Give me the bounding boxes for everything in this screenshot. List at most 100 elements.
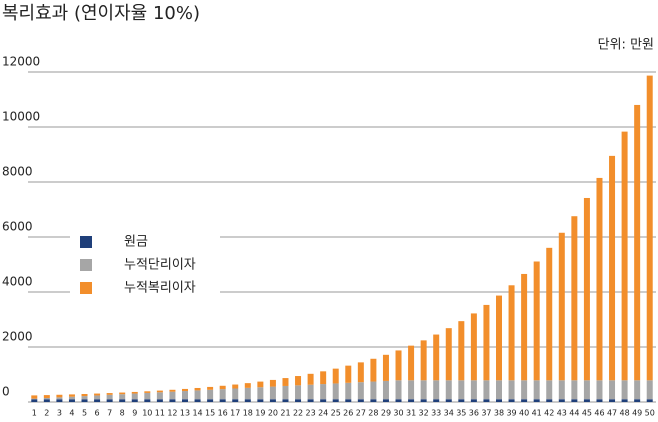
bar-segment: [320, 384, 327, 400]
bar-segment: [169, 389, 176, 392]
bar-segment: [571, 380, 578, 400]
bar-segment: [282, 378, 289, 386]
bar-segment: [508, 380, 515, 400]
bar-segment: [282, 399, 289, 402]
y-tick-label: 2000: [2, 330, 33, 344]
bar-segment: [332, 383, 339, 400]
bar-segment: [119, 394, 126, 400]
bar-segment: [621, 131, 628, 381]
bar-segment: [546, 247, 553, 381]
bar-segment: [558, 380, 565, 400]
bar-segment: [282, 385, 289, 400]
bar-segment: [332, 399, 339, 402]
bar-segment: [332, 368, 339, 384]
bar-segment: [68, 396, 75, 400]
x-tick-label: 12: [167, 409, 177, 418]
unit-label: 단위: 만원: [598, 38, 654, 53]
bar-segment: [646, 380, 653, 400]
bar-segment: [646, 75, 653, 381]
bar-segment: [558, 232, 565, 381]
x-tick-label: 20: [268, 409, 278, 418]
bar-segment: [106, 394, 113, 400]
bar-segment: [533, 380, 540, 400]
bar-segment: [483, 380, 490, 400]
bar-segment: [131, 391, 138, 394]
bar-segment: [68, 394, 75, 397]
bar-segment: [232, 388, 239, 400]
bar-segment: [307, 399, 314, 402]
x-tick-label: 7: [107, 409, 112, 418]
bar-segment: [420, 380, 427, 400]
bar-segment: [357, 382, 364, 400]
bar-segment: [395, 380, 402, 400]
bar-segment: [357, 362, 364, 383]
bar-segment: [119, 399, 126, 402]
bar-segment: [357, 399, 364, 402]
bar-segment: [194, 387, 201, 391]
x-tick-label: 39: [506, 409, 516, 418]
x-tick-label: 41: [532, 409, 542, 418]
x-tick-label: 36: [469, 409, 479, 418]
bar-segment: [345, 399, 352, 402]
bar-segment: [156, 392, 163, 400]
x-tick-label: 4: [69, 409, 74, 418]
bar-segment: [295, 376, 302, 386]
bar-segment: [558, 399, 565, 402]
x-tick-label: 33: [431, 409, 441, 418]
bar-segment: [496, 380, 502, 400]
bar-segment: [609, 399, 616, 402]
bar-segment: [646, 399, 653, 402]
bar-segment: [583, 380, 590, 400]
x-tick-label: 32: [419, 409, 429, 418]
bar-segment: [634, 104, 641, 381]
x-tick-label: 1: [32, 409, 37, 418]
bar-segment: [546, 399, 553, 402]
x-tick-label: 35: [456, 409, 466, 418]
bar-segment: [596, 177, 603, 381]
x-tick-label: 9: [132, 409, 137, 418]
x-tick-label: 11: [155, 409, 165, 418]
legend-swatch: [80, 259, 92, 271]
bar-segment: [307, 373, 314, 385]
bar-segment: [382, 380, 389, 400]
bar-segment: [521, 399, 528, 402]
bar-segment: [345, 382, 352, 400]
bar-segment: [345, 365, 352, 383]
x-tick-label: 18: [243, 409, 253, 418]
x-tick-label: 38: [494, 409, 504, 418]
x-tick-label: 22: [293, 409, 303, 418]
bar-segment: [609, 380, 616, 400]
y-tick-label: 12000: [2, 55, 40, 69]
bar-segment: [433, 380, 440, 400]
x-tick-label: 48: [620, 409, 630, 418]
bar-segment: [483, 399, 490, 402]
bar-segment: [232, 399, 239, 402]
bar-segment: [382, 354, 389, 381]
x-tick-label: 24: [318, 409, 328, 418]
x-tick-label: 5: [82, 409, 87, 418]
x-tick-label: 27: [356, 409, 366, 418]
bar-segment: [571, 216, 578, 381]
bar-segment: [219, 399, 226, 402]
bar-segment: [470, 313, 477, 381]
bar-segment: [156, 399, 163, 402]
bar-segment: [106, 393, 113, 395]
legend-swatch: [80, 236, 92, 248]
bar-segment: [445, 399, 452, 402]
bar-segment: [207, 389, 214, 400]
legend-swatch: [80, 282, 92, 294]
x-tick-label: 46: [594, 409, 604, 418]
bar-segment: [182, 388, 188, 392]
x-tick-label: 10: [142, 409, 152, 418]
bar-segment: [194, 390, 201, 400]
bar-segment: [56, 397, 63, 400]
bar-segment: [295, 399, 302, 402]
bar-segment: [395, 350, 402, 381]
bar-segment: [445, 380, 452, 400]
bar-segment: [244, 383, 251, 388]
y-tick-label: 8000: [2, 165, 33, 179]
bar-segment: [257, 399, 264, 402]
bar-segment: [583, 197, 590, 381]
bar-segment: [533, 399, 540, 402]
bar-segment: [496, 295, 502, 381]
